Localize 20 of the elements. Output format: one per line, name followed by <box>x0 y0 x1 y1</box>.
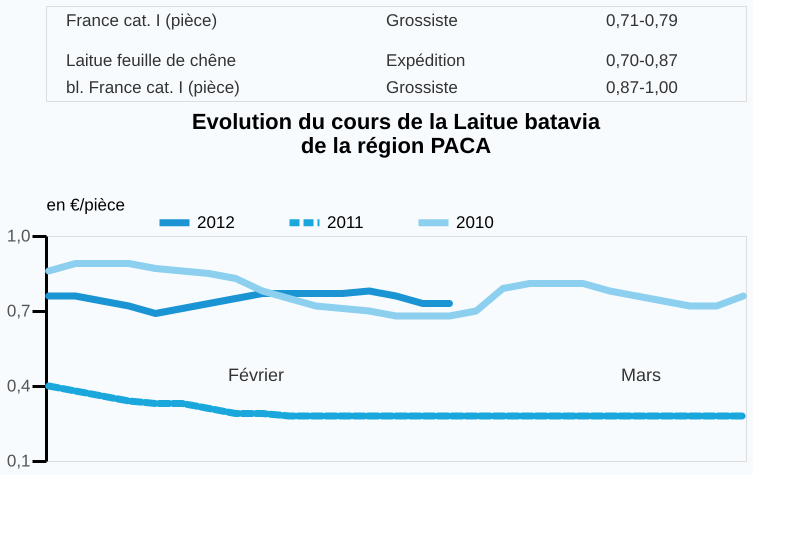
text: Grossiste <box>386 11 458 30</box>
legend-label: 2012 <box>197 212 235 232</box>
text: bl. France cat. I (pièce) <box>66 78 240 97</box>
text: France cat. I (pièce) <box>66 11 218 30</box>
legend-label: 2010 <box>456 212 494 232</box>
y-tick-label: 0,4 <box>6 376 30 396</box>
text: Grossiste <box>386 78 458 97</box>
text: Laitue feuille de chêne <box>66 51 236 70</box>
y-tick-label: 1,0 <box>6 226 30 246</box>
y-tick-label: 0,1 <box>6 452 30 470</box>
chart-title: Evolution du cours de la Laitue batavia de la région PACA <box>192 109 601 158</box>
legend-label: 2011 <box>327 212 364 232</box>
y-axis-title: en €/pièce <box>46 196 125 214</box>
y-tick-label: 0,7 <box>6 302 30 320</box>
annotation: Février <box>228 365 284 385</box>
text: Expédition <box>386 51 466 70</box>
text: 0,71-0,79 <box>606 11 678 30</box>
text: 0,70-0,87 <box>606 51 678 70</box>
annotation: Mars <box>621 365 661 385</box>
text: 0,87-1,00 <box>606 78 678 97</box>
